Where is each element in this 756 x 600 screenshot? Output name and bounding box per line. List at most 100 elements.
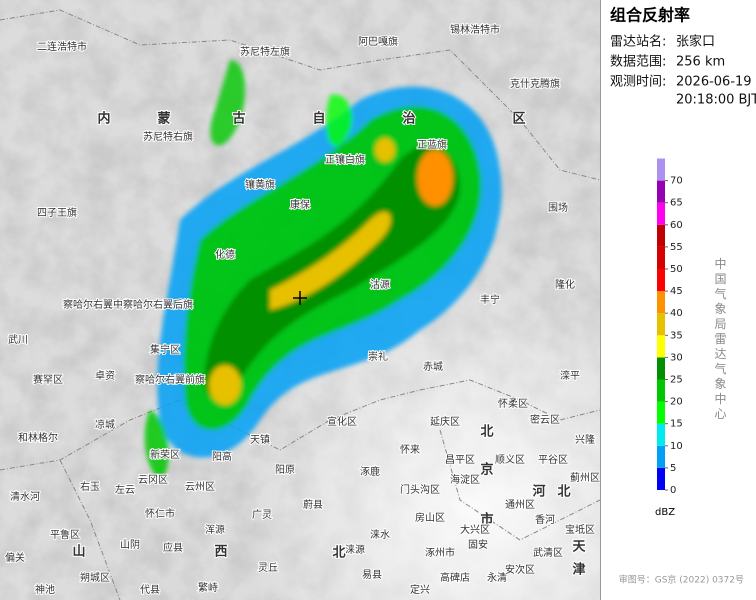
place-label: 山阴	[120, 539, 140, 551]
place-label: 大兴区	[460, 523, 490, 536]
legend-swatch	[657, 335, 665, 358]
legend-swatch	[657, 379, 665, 402]
place-label: 涞水	[370, 529, 390, 541]
place-label: 平鲁区	[50, 528, 80, 541]
place-label: 二连浩特市	[37, 40, 87, 53]
place-label: 自	[312, 111, 327, 127]
info-panel	[600, 0, 756, 600]
range-label: 数据范围:	[610, 55, 666, 70]
place-label: 阳高	[212, 450, 232, 463]
place-label: 赤城	[423, 361, 443, 373]
place-label: 新荣区	[150, 448, 180, 461]
legend-swatch	[657, 401, 665, 424]
place-label: 和林格尔	[18, 431, 58, 444]
place-label: 涿州市	[425, 546, 455, 559]
place-label: 苏尼特右旗	[143, 130, 193, 143]
place-label: 兴隆	[575, 433, 595, 446]
legend-swatch	[657, 224, 665, 247]
place-label: 涿鹿	[360, 465, 380, 478]
place-label: 宝坻区	[565, 523, 595, 536]
place-label: 津	[572, 562, 587, 578]
place-label: 固安	[468, 538, 488, 551]
place-label: 化德	[215, 248, 235, 261]
place-label: 沽源	[370, 278, 390, 291]
place-label: 云州区	[185, 481, 215, 493]
legend-swatch	[657, 357, 665, 380]
place-label: 北	[480, 425, 495, 440]
range: 256 km	[676, 55, 725, 70]
place-label: 四子王旗	[37, 206, 77, 219]
place-label: 市	[480, 512, 495, 528]
legend-tick-label: 50	[670, 264, 683, 275]
place-label: 平谷区	[538, 454, 568, 466]
legend-tick-label: 65	[670, 198, 683, 209]
place-label: 天	[572, 540, 587, 555]
legend-tick-label: 40	[670, 308, 683, 319]
place-label: 赛罕区	[33, 373, 63, 386]
legend-tick-label: 15	[670, 419, 683, 430]
place-label: 昌平区	[445, 454, 475, 466]
place-label: 代县	[140, 584, 160, 596]
panel-title: 组合反射率	[610, 6, 690, 25]
place-label: 隆化	[555, 278, 575, 291]
place-label: 通州区	[505, 499, 535, 511]
place-label: 蔚县	[303, 499, 323, 511]
place-label: 易县	[362, 569, 382, 581]
place-label: 内	[97, 111, 112, 127]
place-label: 香河	[535, 514, 555, 526]
legend-tick-label: 55	[670, 242, 683, 253]
place-label: 密云区	[530, 413, 560, 426]
legend-swatch	[657, 445, 665, 468]
place-label: 永清	[487, 571, 507, 584]
place-label: 高碑店	[440, 571, 470, 584]
credit: 中国气象局雷达气象中心	[713, 256, 727, 422]
place-label: 清水河	[10, 490, 40, 503]
place-label: 察哈尔右翼前旗	[135, 373, 205, 386]
place-label: 集宁区	[150, 343, 180, 356]
place-label: 古	[232, 111, 247, 127]
place-label: 正蓝旗	[417, 138, 447, 151]
place-label: 康保	[290, 198, 310, 211]
legend-tick-label: 60	[670, 220, 683, 231]
legend-swatch	[657, 467, 665, 490]
place-label: 河	[532, 484, 547, 500]
legend-swatch	[657, 291, 665, 314]
place-label: 滦平	[560, 369, 580, 382]
place-label: 右玉	[80, 480, 100, 493]
place-label: 延庆区	[430, 415, 460, 428]
place-label: 察哈尔右翼后旗	[123, 298, 193, 311]
legend-unit: dBZ	[655, 507, 675, 518]
legend-tick-label: 25	[670, 375, 683, 386]
place-label: 定兴	[410, 583, 430, 596]
place-label: 宣化区	[327, 415, 357, 428]
legend-tick-label: 0	[670, 485, 676, 496]
legend-swatch	[657, 423, 665, 446]
place-label: 天镇	[250, 433, 270, 446]
place-label: 朔城区	[80, 571, 110, 584]
place-label: 凉城	[95, 418, 115, 431]
legend: 0 5 10 15 20 25 30 35 40 45 50 55 60 65 70	[657, 158, 683, 496]
radar-echo	[144, 60, 502, 480]
place-label: 阿巴嘎旗	[358, 35, 398, 48]
place-label: 怀来	[400, 444, 420, 456]
place-label: 门头沟区	[400, 483, 440, 496]
place-label: 偏关	[5, 551, 25, 564]
place-label: 涞源	[345, 543, 365, 556]
place-label: 蒙	[157, 111, 172, 127]
place-label: 围场	[548, 201, 568, 214]
time: 20:18:00 BJT	[676, 93, 756, 108]
place-label: 安次区	[505, 563, 535, 576]
approval-number: 审图号：GS京 (2022) 0372号	[619, 574, 744, 586]
place-label: 武川	[8, 333, 28, 346]
place-label: 区	[512, 112, 527, 127]
legend-swatch	[657, 246, 665, 269]
legend-swatch	[657, 202, 665, 225]
place-label: 阳原	[275, 464, 295, 476]
legend-tick-label: 30	[670, 352, 683, 363]
place-label: 锡林浩特市	[450, 23, 500, 36]
legend-tick-label: 45	[670, 286, 683, 297]
place-label: 克什克腾旗	[510, 77, 560, 90]
legend-tick-label: 5	[670, 463, 676, 474]
